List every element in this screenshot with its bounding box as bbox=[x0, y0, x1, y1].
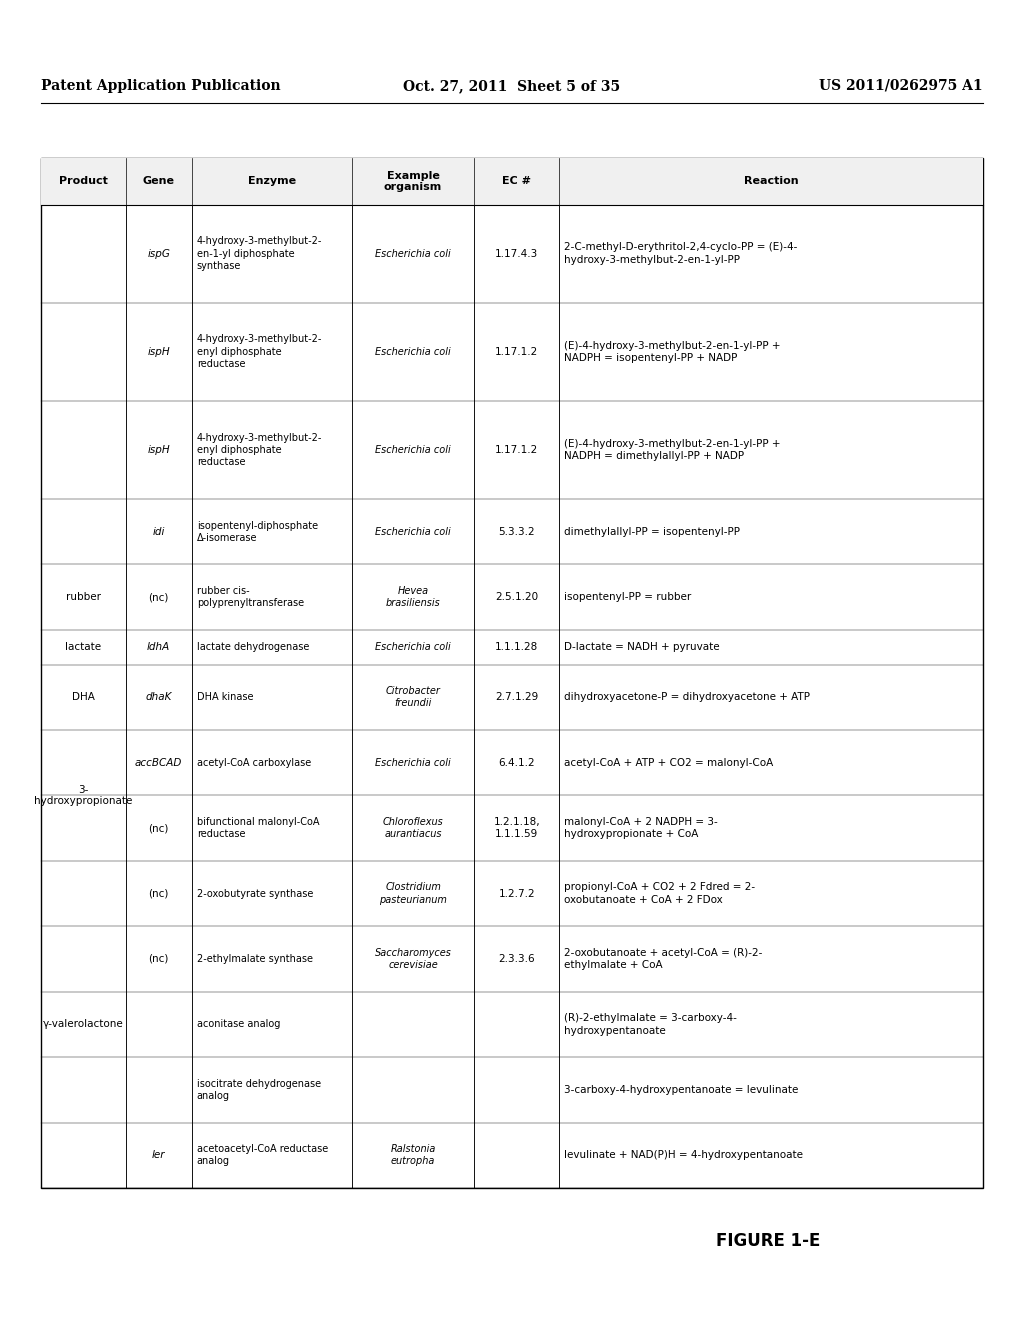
Text: Gene: Gene bbox=[142, 177, 175, 186]
Text: 1.2.1.18,
1.1.1.59: 1.2.1.18, 1.1.1.59 bbox=[494, 817, 540, 840]
Text: Escherichia coli: Escherichia coli bbox=[375, 248, 451, 259]
Text: 1.2.7.2: 1.2.7.2 bbox=[499, 888, 535, 899]
Text: 2-C-methyl-D-erythritol-2,4-cyclo-PP = (E)-4-
hydroxy-3-methylbut-2-en-1-yl-PP: 2-C-methyl-D-erythritol-2,4-cyclo-PP = (… bbox=[564, 243, 798, 265]
Text: D-lactate = NADH + pyruvate: D-lactate = NADH + pyruvate bbox=[564, 643, 720, 652]
Text: 1.17.1.2: 1.17.1.2 bbox=[495, 347, 539, 356]
Text: EC #: EC # bbox=[502, 177, 531, 186]
Text: isopentenyl-diphosphate
Δ-isomerase: isopentenyl-diphosphate Δ-isomerase bbox=[197, 520, 317, 543]
Text: (E)-4-hydroxy-3-methylbut-2-en-1-yl-PP +
NADPH = dimethylallyl-PP + NADP: (E)-4-hydroxy-3-methylbut-2-en-1-yl-PP +… bbox=[564, 438, 780, 461]
Text: (E)-4-hydroxy-3-methylbut-2-en-1-yl-PP +
NADPH = isopentenyl-PP + NADP: (E)-4-hydroxy-3-methylbut-2-en-1-yl-PP +… bbox=[564, 341, 780, 363]
Text: Product: Product bbox=[59, 177, 108, 186]
Text: Escherichia coli: Escherichia coli bbox=[375, 643, 451, 652]
Text: ispG: ispG bbox=[147, 248, 170, 259]
Text: Example
organism: Example organism bbox=[384, 170, 442, 193]
Text: isopentenyl-PP = rubber: isopentenyl-PP = rubber bbox=[564, 593, 691, 602]
Text: Saccharomyces
cerevisiае: Saccharomyces cerevisiае bbox=[375, 948, 452, 970]
Text: ldhA: ldhA bbox=[147, 643, 170, 652]
Text: Escherichia coli: Escherichia coli bbox=[375, 758, 451, 768]
Text: Escherichia coli: Escherichia coli bbox=[375, 527, 451, 537]
Text: Hevea
brasiliensis: Hevea brasiliensis bbox=[386, 586, 440, 609]
Text: rubber: rubber bbox=[66, 593, 100, 602]
Text: malonyl-CoA + 2 NADPH = 3-
hydroxypropionate + CoA: malonyl-CoA + 2 NADPH = 3- hydroxypropio… bbox=[564, 817, 718, 840]
Text: Ralstonia
eutropha: Ralstonia eutropha bbox=[390, 1144, 436, 1167]
Text: levulinate + NAD(P)H = 4-hydroxypentanoate: levulinate + NAD(P)H = 4-hydroxypentanoa… bbox=[564, 1150, 803, 1160]
Text: ispH: ispH bbox=[147, 347, 170, 356]
Text: Escherichia coli: Escherichia coli bbox=[375, 347, 451, 356]
Text: dhaK: dhaK bbox=[145, 692, 172, 702]
Text: 1.17.1.2: 1.17.1.2 bbox=[495, 445, 539, 455]
Text: 3-carboxy-4-hydroxypentanoate = levulinate: 3-carboxy-4-hydroxypentanoate = levulina… bbox=[564, 1085, 799, 1094]
Text: 6.4.1.2: 6.4.1.2 bbox=[499, 758, 535, 768]
Text: (nc): (nc) bbox=[148, 593, 169, 602]
Text: Citrobacter
freundii: Citrobacter freundii bbox=[386, 686, 440, 709]
Text: dihydroxyacetone-P = dihydroxyacetone + ATP: dihydroxyacetone-P = dihydroxyacetone + … bbox=[564, 692, 810, 702]
Text: γ-valerolactone: γ-valerolactone bbox=[43, 1019, 124, 1030]
Text: acetyl-CoA carboxylase: acetyl-CoA carboxylase bbox=[197, 758, 311, 768]
Text: 2.3.3.6: 2.3.3.6 bbox=[499, 954, 535, 964]
Text: 2-oxobutanoate + acetyl-CoA = (R)-2-
ethylmalate + CoA: 2-oxobutanoate + acetyl-CoA = (R)-2- eth… bbox=[564, 948, 763, 970]
Text: Patent Application Publication: Patent Application Publication bbox=[41, 79, 281, 92]
Text: 2-oxobutyrate synthase: 2-oxobutyrate synthase bbox=[197, 888, 313, 899]
Text: 2.5.1.20: 2.5.1.20 bbox=[496, 593, 539, 602]
Text: lactate: lactate bbox=[66, 643, 101, 652]
Text: Clostridium
pasteurianum: Clostridium pasteurianum bbox=[379, 882, 447, 904]
Text: 3-
hydroxypropionate: 3- hydroxypropionate bbox=[34, 784, 132, 807]
Text: 2.7.1.29: 2.7.1.29 bbox=[495, 692, 539, 702]
Text: (nc): (nc) bbox=[148, 824, 169, 833]
Text: 1.17.4.3: 1.17.4.3 bbox=[495, 248, 539, 259]
Text: bifunctional malonyl-CoA
reductase: bifunctional malonyl-CoA reductase bbox=[197, 817, 319, 840]
Text: ispH: ispH bbox=[147, 445, 170, 455]
Text: 4-hydroxy-3-methylbut-2-
enyl diphosphate
reductase: 4-hydroxy-3-methylbut-2- enyl diphosphat… bbox=[197, 334, 323, 370]
Text: idi: idi bbox=[153, 527, 165, 537]
Text: ler: ler bbox=[152, 1150, 166, 1160]
Text: US 2011/0262975 A1: US 2011/0262975 A1 bbox=[819, 79, 983, 92]
Text: (nc): (nc) bbox=[148, 954, 169, 964]
Text: Escherichia coli: Escherichia coli bbox=[375, 445, 451, 455]
Text: aconitase analog: aconitase analog bbox=[197, 1019, 281, 1030]
Text: Oct. 27, 2011  Sheet 5 of 35: Oct. 27, 2011 Sheet 5 of 35 bbox=[403, 79, 621, 92]
Text: 2-ethylmalate synthase: 2-ethylmalate synthase bbox=[197, 954, 312, 964]
Text: (nc): (nc) bbox=[148, 888, 169, 899]
Text: rubber cis-
polyprenyltransferase: rubber cis- polyprenyltransferase bbox=[197, 586, 304, 609]
Text: dimethylallyl-PP = isopentenyl-PP: dimethylallyl-PP = isopentenyl-PP bbox=[564, 527, 740, 537]
Text: lactate dehydrogenase: lactate dehydrogenase bbox=[197, 643, 309, 652]
Bar bbox=[41, 158, 983, 205]
Text: 1.1.1.28: 1.1.1.28 bbox=[495, 643, 539, 652]
Text: accBCAD: accBCAD bbox=[135, 758, 182, 768]
Text: 4-hydroxy-3-methylbut-2-
en-1-yl diphosphate
synthase: 4-hydroxy-3-methylbut-2- en-1-yl diphosp… bbox=[197, 236, 323, 271]
Text: Chloroflexus
aurantiacus: Chloroflexus aurantiacus bbox=[383, 817, 443, 840]
Text: DHA: DHA bbox=[72, 692, 95, 702]
Text: Reaction: Reaction bbox=[743, 177, 799, 186]
Text: acetoacetyl-CoA reductase
analog: acetoacetyl-CoA reductase analog bbox=[197, 1144, 328, 1167]
Bar bbox=[41, 158, 983, 1188]
Text: Enzyme: Enzyme bbox=[248, 177, 296, 186]
Text: DHA kinase: DHA kinase bbox=[197, 692, 253, 702]
Text: (R)-2-ethylmalate = 3-carboxy-4-
hydroxypentanoate: (R)-2-ethylmalate = 3-carboxy-4- hydroxy… bbox=[564, 1014, 737, 1036]
Text: FIGURE 1-E: FIGURE 1-E bbox=[716, 1232, 820, 1250]
Text: acetyl-CoA + ATP + CO2 = malonyl-CoA: acetyl-CoA + ATP + CO2 = malonyl-CoA bbox=[564, 758, 773, 768]
Text: 4-hydroxy-3-methylbut-2-
enyl diphosphate
reductase: 4-hydroxy-3-methylbut-2- enyl diphosphat… bbox=[197, 433, 323, 467]
Text: 5.3.3.2: 5.3.3.2 bbox=[499, 527, 535, 537]
Text: propionyl-CoA + CO2 + 2 Fdred = 2-
oxobutanoate + CoA + 2 FDox: propionyl-CoA + CO2 + 2 Fdred = 2- oxobu… bbox=[564, 882, 756, 904]
Text: isocitrate dehydrogenase
analog: isocitrate dehydrogenase analog bbox=[197, 1078, 321, 1101]
